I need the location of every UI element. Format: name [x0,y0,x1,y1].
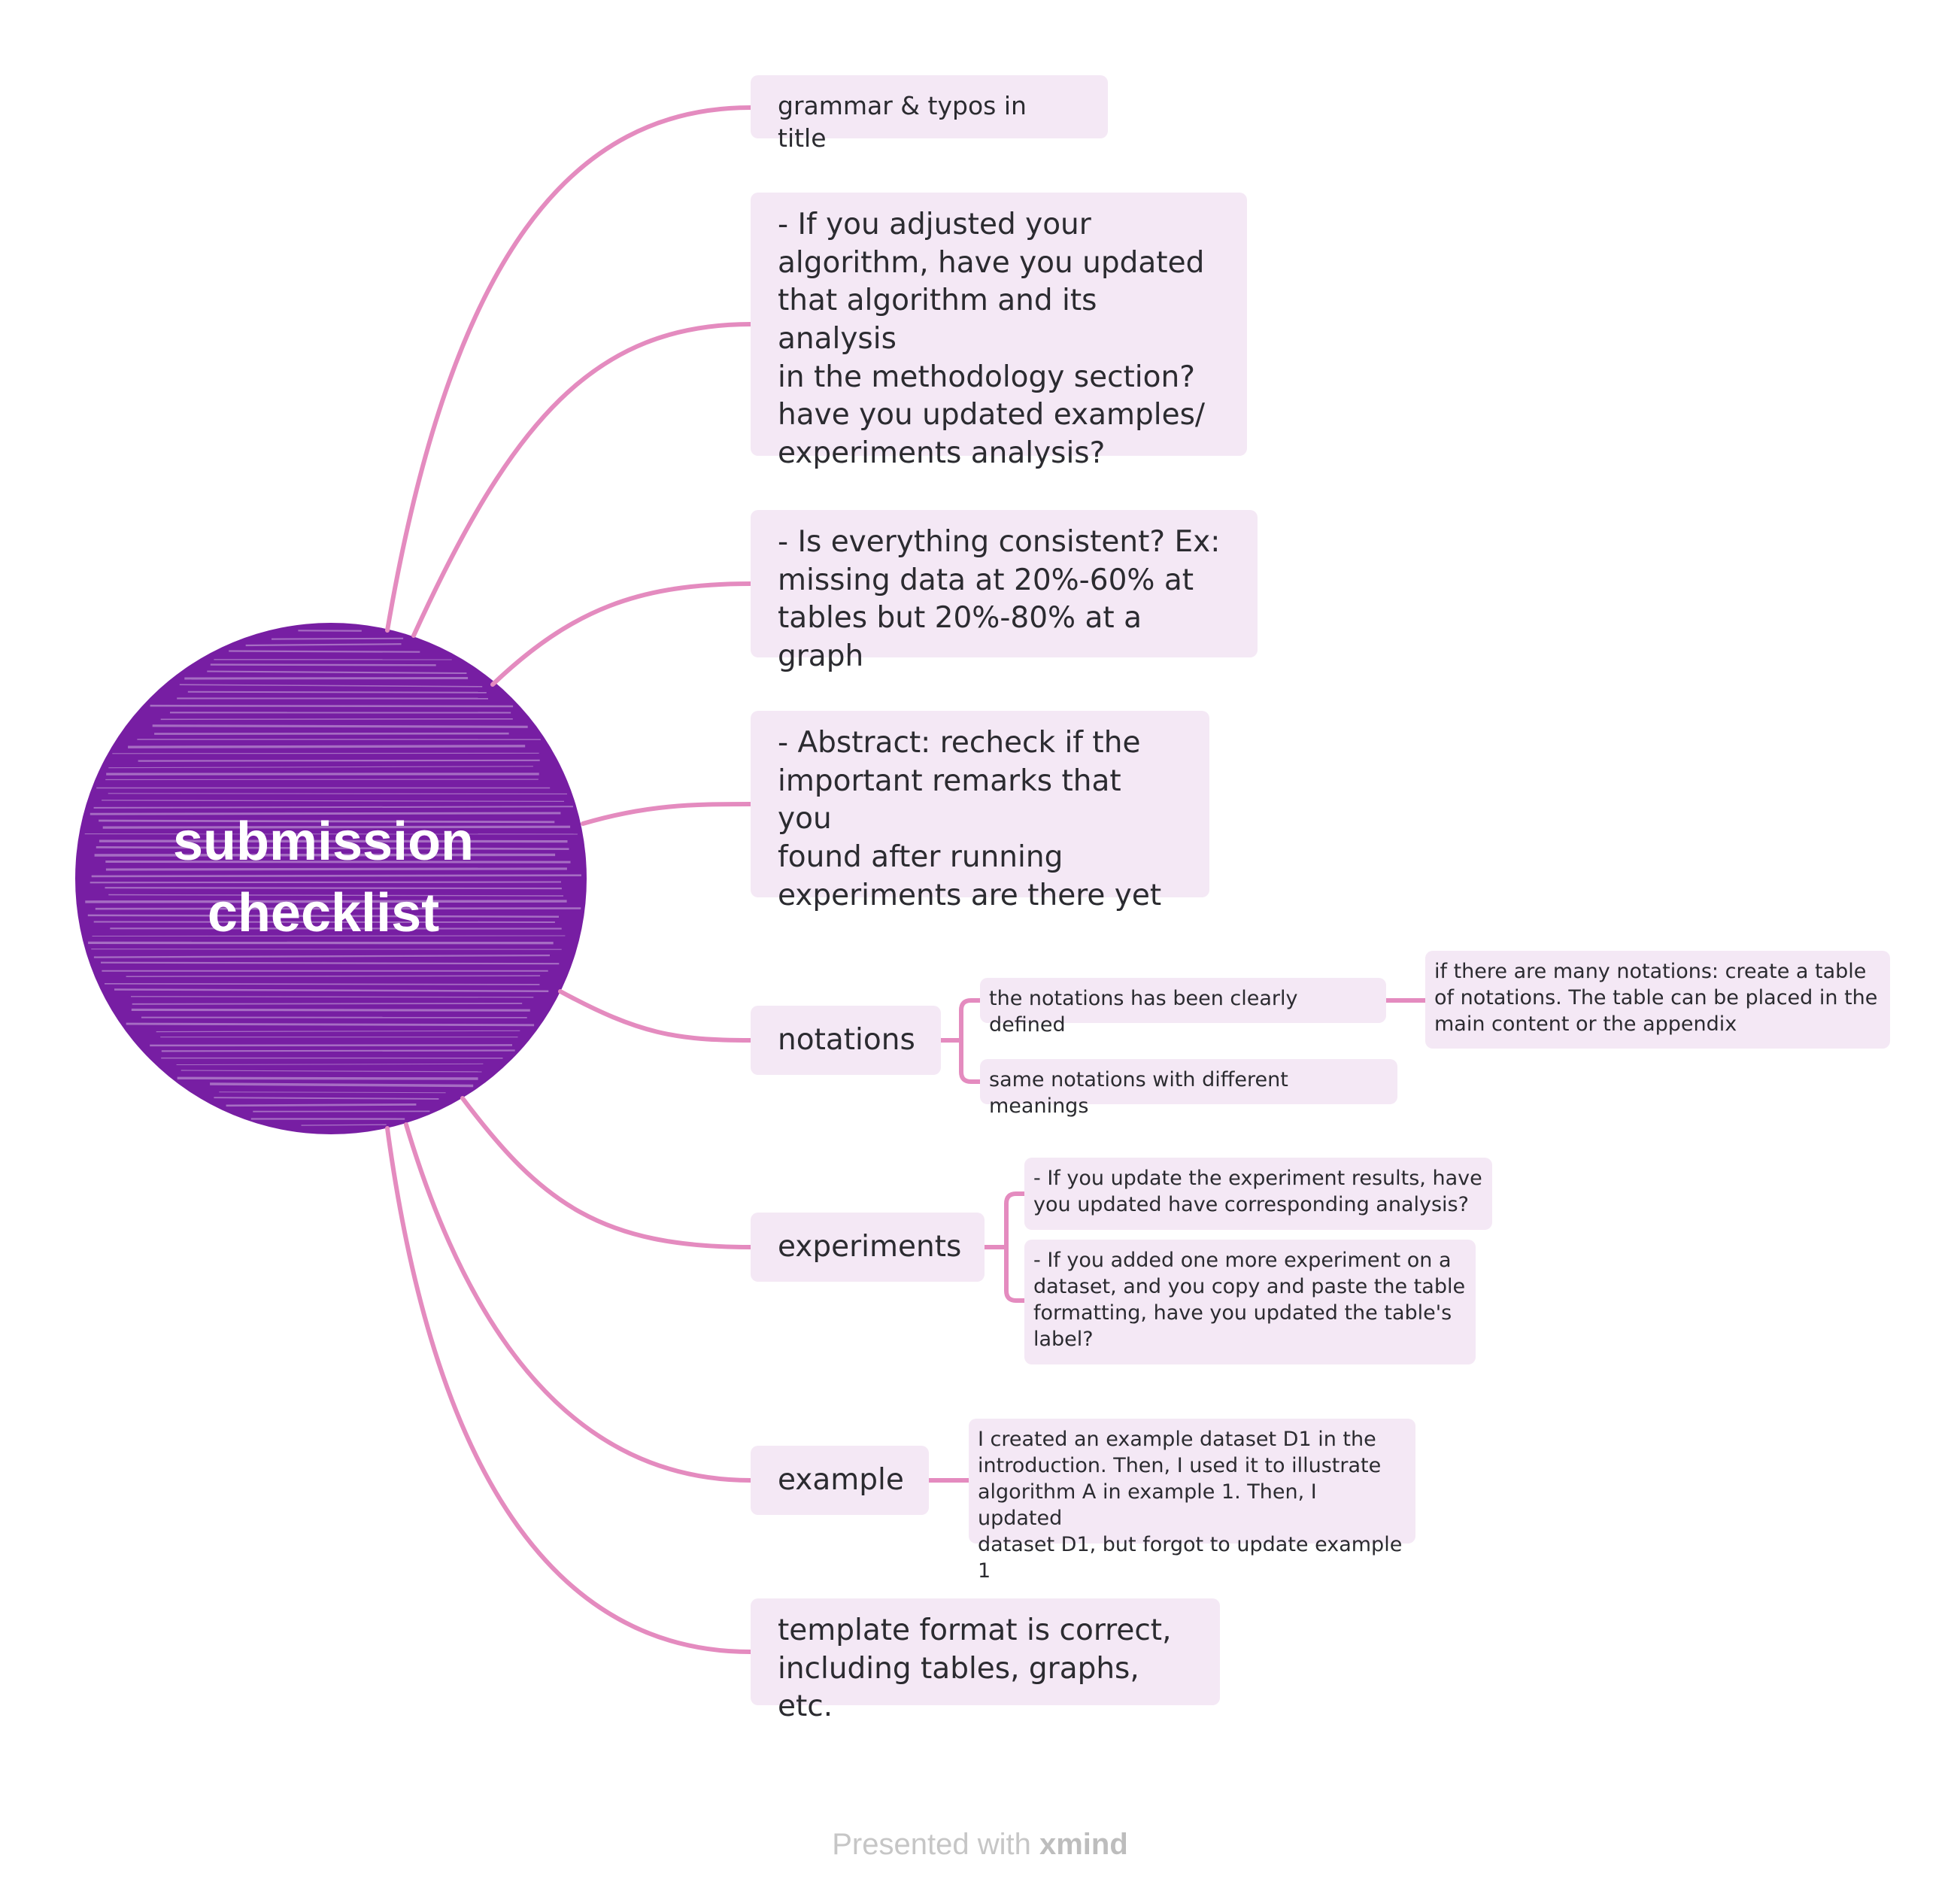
branch-notations-defined [959,998,982,1043]
hatch-stroke [93,921,555,923]
branch-consistency [490,581,753,687]
hatch-stroke [93,806,574,809]
hatch-stroke [112,752,539,754]
hatch-stroke [90,812,561,815]
topic-notations-label: notations [778,1022,915,1057]
hatch-stroke [210,1082,474,1088]
topic-algorithm-update[interactable]: - If you adjusted your algorithm, have y… [751,193,1247,470]
branch-notations [558,989,753,1043]
hatch-stroke [207,670,467,675]
hatch-stroke [187,691,487,694]
subtopic-notations-same[interactable]: same notations with different meanings [980,1059,1397,1118]
branch-example [404,1122,753,1483]
hatch-stroke [85,900,567,903]
hatch-stroke [138,759,540,762]
hatch-stroke [219,1091,446,1094]
subtopic-notations-table[interactable]: if there are many notations: create a ta… [1425,951,1890,1049]
hatch-stroke [214,1097,439,1100]
branch-experiments [460,1096,753,1249]
hatch-stroke [99,819,555,824]
subtopic-example-detail[interactable]: I created an example dataset D1 in the i… [969,1419,1415,1583]
hatch-stroke [128,745,526,748]
hatch-stroke [160,718,513,721]
hatch-stroke [105,861,571,864]
hatch-stroke [177,1076,478,1080]
branch-algorithm [411,322,753,638]
branch-notations-same [959,1038,982,1084]
topic-abstract[interactable]: - Abstract: recheck if the important rem… [751,711,1209,912]
topic-notations[interactable]: notations [751,1006,941,1075]
hatch-stroke [108,894,564,897]
hatch-stroke [105,867,567,871]
root-topic-label[interactable]: submission checklist [172,812,475,944]
branch-grammar [385,105,753,633]
hatch-stroke [126,1022,535,1027]
hatch-stroke [100,961,560,965]
hatch-stroke [132,1003,523,1005]
branch-connectors [385,105,1428,1654]
hatch-stroke [108,766,533,769]
hatch-stroke [99,839,568,843]
xmind-logo: xmind [1039,1828,1128,1861]
footer-presented-with: Presented with xmind [0,1828,1960,1862]
branch-abstract [581,802,753,826]
hatch-stroke [96,846,569,851]
hatch-stroke [184,677,469,680]
hatch-stroke [179,684,483,688]
hatch-stroke [93,954,551,958]
root-hatch-texture [84,630,581,1126]
hatch-stroke [87,914,560,918]
branch-experiments-added [1004,1245,1027,1303]
branch-experiments-results [1004,1191,1027,1249]
hatch-stroke [131,1008,530,1012]
topic-example-label: example [778,1462,904,1497]
hatch-stroke [102,800,565,803]
hatch-stroke [150,1044,513,1047]
topic-template-format[interactable]: template format is correct, including ta… [751,1598,1220,1723]
hatch-stroke [94,853,556,857]
hatch-stroke [152,724,528,728]
hatch-stroke [114,988,549,993]
topic-experiments[interactable]: experiments [751,1213,985,1282]
hatch-stroke [245,643,402,647]
branch-template [385,1126,753,1654]
hatch-stroke [91,949,562,950]
topic-grammar[interactable]: grammar & typos in title [751,75,1108,153]
hatch-stroke [229,650,420,653]
root-topic-circle[interactable] [75,623,587,1134]
topic-example[interactable]: example [751,1446,929,1515]
hatch-stroke [181,1070,482,1073]
footer-prefix: Presented with [832,1828,1031,1861]
hatch-stroke [210,663,436,666]
hatch-stroke [226,1103,417,1107]
hatch-stroke [90,881,562,884]
topic-experiments-label: experiments [778,1229,962,1264]
subtopic-experiments-added[interactable]: - If you added one more experiment on a … [1024,1240,1476,1364]
subtopic-experiments-results[interactable]: - If you update the experiment results, … [1024,1158,1492,1230]
hatch-stroke [104,982,540,985]
hatch-stroke [161,1049,515,1052]
topic-consistency[interactable]: - Is everything consistent? Ex: missing … [751,510,1258,673]
subtopic-notations-defined[interactable]: the notations has been clearly defined [980,978,1386,1037]
